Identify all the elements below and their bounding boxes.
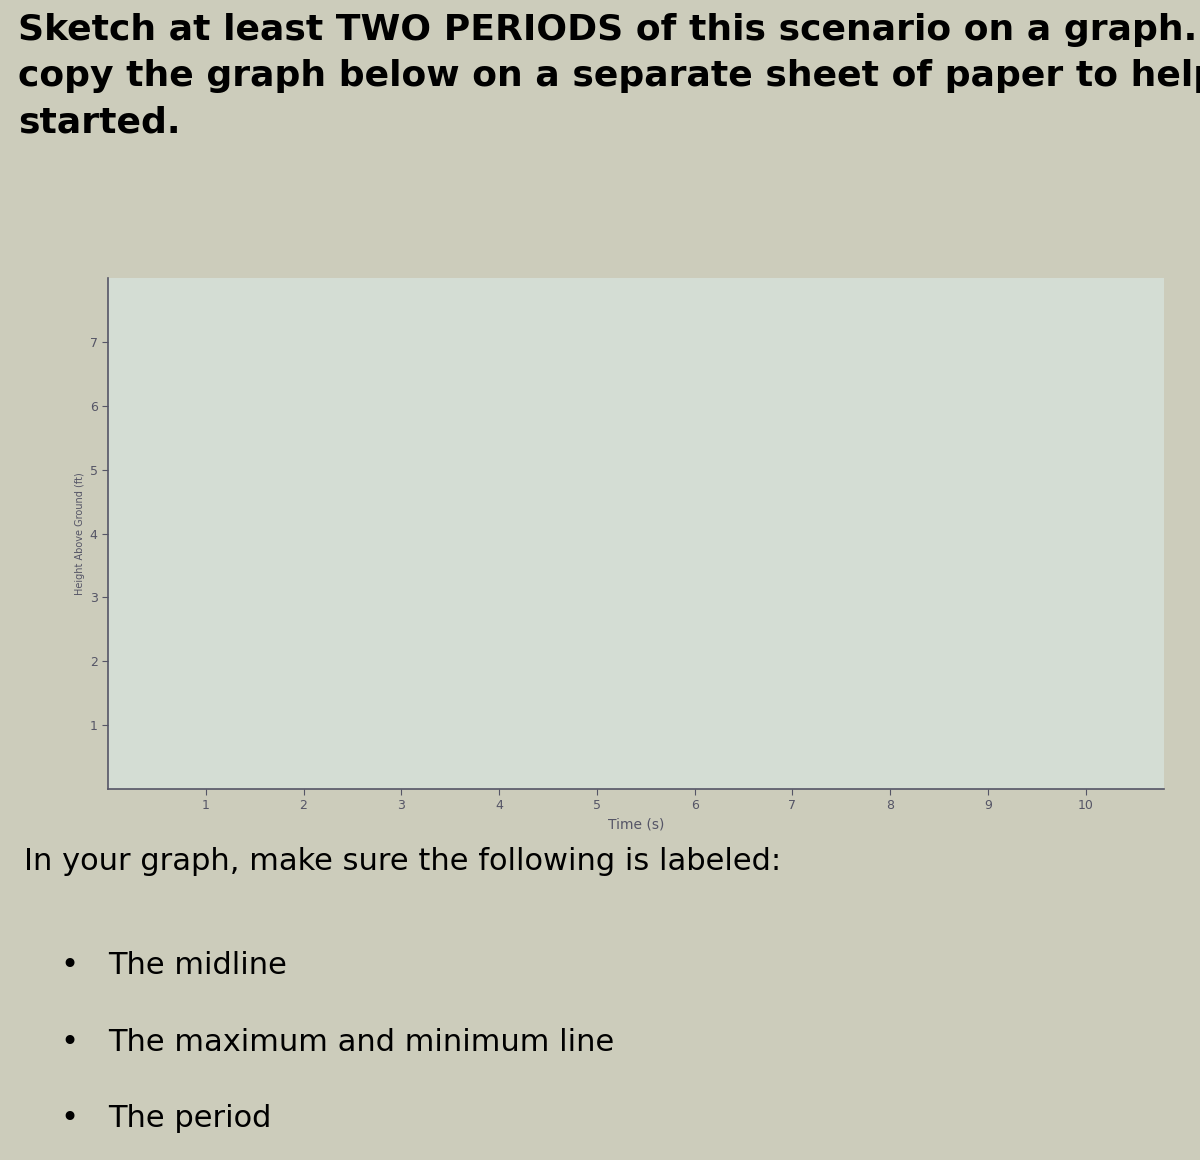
Text: The midline: The midline: [108, 951, 287, 980]
Text: Sketch at least TWO PERIODS of this scenario on a graph. You can
copy the graph : Sketch at least TWO PERIODS of this scen…: [18, 13, 1200, 139]
Text: The period: The period: [108, 1104, 271, 1133]
X-axis label: Time (s): Time (s): [608, 818, 664, 832]
Text: The maximum and minimum line: The maximum and minimum line: [108, 1028, 614, 1057]
Text: •: •: [60, 1104, 78, 1133]
Text: •: •: [60, 951, 78, 980]
Text: •: •: [60, 1028, 78, 1057]
Y-axis label: Height Above Ground (ft): Height Above Ground (ft): [76, 472, 85, 595]
Text: In your graph, make sure the following is labeled:: In your graph, make sure the following i…: [24, 847, 781, 876]
